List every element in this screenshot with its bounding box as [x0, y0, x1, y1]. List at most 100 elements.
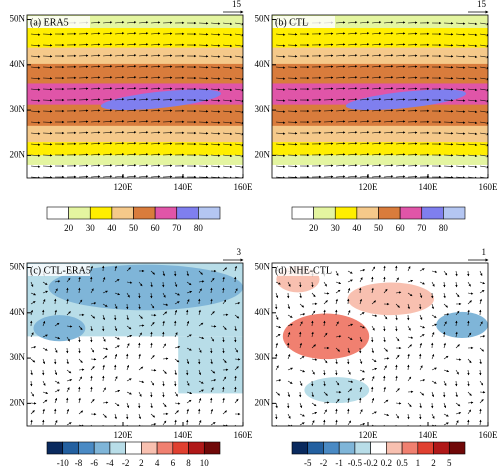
- wind-arrow: [54, 322, 60, 327]
- colorbar-box: [338, 441, 356, 455]
- wind-arrow: [455, 77, 466, 80]
- wind-arrow: [30, 419, 33, 426]
- shading: [436, 311, 488, 338]
- wind-arrow: [299, 402, 303, 409]
- wind-arrow: [78, 410, 84, 415]
- wind-arrow: [383, 265, 386, 272]
- colorbar-label: 50: [129, 223, 139, 233]
- wind-arrow: [150, 153, 161, 156]
- wind-arrow: [102, 32, 113, 35]
- wind-arrow: [347, 54, 358, 57]
- shading: [272, 63, 488, 88]
- wind-arrow: [407, 364, 410, 371]
- wind-arrow: [126, 281, 133, 284]
- wind-arrow: [162, 311, 168, 316]
- wind-arrow: [467, 332, 472, 338]
- wind-arrow: [138, 32, 149, 35]
- wind-arrow: [335, 321, 339, 327]
- colorbar-box: [399, 206, 423, 220]
- wind-arrow: [30, 44, 41, 47]
- wind-arrow: [150, 142, 161, 145]
- colorbar-label: 6: [171, 458, 176, 468]
- y-tick-label: 20N: [255, 149, 271, 159]
- colorbar-label: -1: [335, 458, 343, 468]
- colorbar-box: [198, 206, 221, 220]
- wind-arrow: [42, 290, 49, 294]
- wind-arrow: [138, 380, 145, 383]
- wind-arrow: [395, 109, 406, 112]
- colorbar-box: [378, 206, 401, 220]
- wind-arrow: [371, 54, 382, 57]
- wind-arrow: [467, 55, 478, 59]
- wind-arrow: [126, 131, 137, 134]
- wind-arrow: [138, 281, 143, 287]
- y-tick-label: 40N: [255, 59, 271, 69]
- wind-arrow: [78, 287, 81, 294]
- wind-arrow: [138, 98, 149, 101]
- wind-arrow: [126, 109, 137, 112]
- colorbar-box: [386, 441, 403, 455]
- wind-arrow: [347, 65, 358, 68]
- wind-arrow: [311, 358, 318, 361]
- wind-arrow: [383, 175, 394, 178]
- map-frame: [271, 14, 489, 179]
- wind-arrow: [150, 321, 155, 327]
- wind-arrow: [30, 309, 33, 316]
- wind-arrow: [275, 379, 282, 382]
- wind-arrow: [371, 109, 382, 112]
- wind-arrow: [138, 413, 142, 420]
- wind-arrow: [198, 309, 201, 316]
- wind-arrow: [102, 364, 105, 371]
- wind-arrow: [54, 380, 60, 384]
- wind-arrow: [174, 345, 181, 349]
- colorbar-box: [68, 206, 91, 220]
- wind-arrow: [138, 303, 141, 310]
- wind-arrow: [335, 380, 340, 386]
- wind-arrow: [102, 54, 113, 57]
- wind-arrow: [126, 54, 137, 57]
- colorbar-label: 40: [107, 223, 117, 233]
- colorbar-box: [111, 206, 134, 220]
- wind-arrow: [66, 298, 69, 305]
- wind-arrow: [275, 132, 286, 135]
- wind-arrow: [30, 346, 37, 349]
- wind-arrow: [66, 369, 72, 374]
- y-tick-label: 50N: [10, 262, 26, 272]
- wind-arrow: [383, 386, 386, 393]
- wind-arrow: [42, 380, 46, 386]
- wind-arrow: [371, 424, 377, 426]
- wind-arrow: [467, 401, 474, 404]
- wind-arrow: [323, 409, 327, 415]
- wind-arrow: [90, 32, 101, 35]
- wind-arrow: [431, 323, 438, 327]
- wind-arrow: [30, 332, 34, 338]
- wind-arrow: [234, 165, 243, 169]
- wind-arrow: [395, 131, 406, 134]
- wind-arrow: [162, 320, 165, 327]
- wind-arrow: [102, 387, 106, 393]
- wind-arrow: [102, 401, 109, 404]
- wind-arrow: [210, 387, 214, 393]
- wind-arrow: [150, 109, 161, 112]
- wind-arrow: [90, 21, 101, 24]
- wind-arrow: [90, 76, 101, 79]
- wind-arrow: [186, 408, 189, 415]
- wind-arrow: [198, 288, 202, 294]
- wind-arrow: [323, 320, 326, 327]
- wind-arrow: [222, 397, 225, 404]
- shading: [304, 377, 370, 404]
- map-field: [275, 265, 488, 426]
- wind-arrow: [42, 358, 46, 365]
- wind-arrow: [186, 290, 193, 294]
- wind-arrow: [54, 288, 58, 294]
- colorbar-box: [443, 206, 466, 220]
- colorbar-box: [172, 441, 189, 455]
- wind-arrow: [138, 175, 149, 178]
- wind-arrow: [287, 323, 293, 327]
- wind-arrow: [479, 154, 488, 158]
- y-tick-label: 30N: [10, 352, 26, 362]
- wind-arrow: [138, 142, 149, 145]
- wind-arrow: [335, 76, 346, 79]
- colorbar-label: -2: [122, 458, 130, 468]
- wind-arrow: [234, 288, 238, 294]
